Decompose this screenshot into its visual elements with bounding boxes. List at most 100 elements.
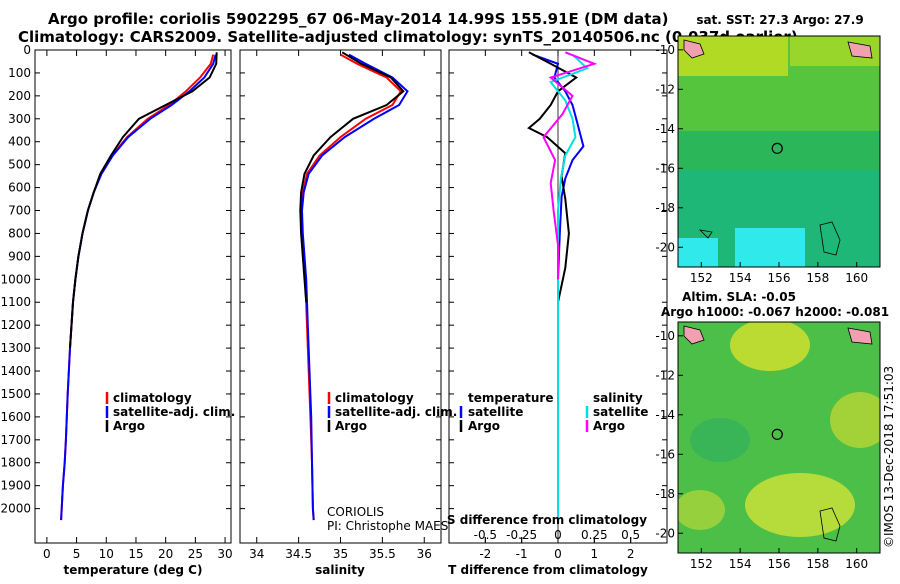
y-tick-label: 600 xyxy=(8,181,31,195)
depth-ticks: 0 100 200 300 400 500 600 700 800 900 1000 1100 1200… xyxy=(0,43,31,516)
map-x-tick-label: 160 xyxy=(845,271,868,285)
sst-map-cold-patch xyxy=(735,228,805,267)
x-tick-label: 34 xyxy=(249,547,264,561)
series-line-argo xyxy=(69,52,218,349)
sla-map-high xyxy=(678,490,725,530)
map-y-tick-label: -16 xyxy=(655,447,675,461)
map-x-tick-label: 156 xyxy=(768,271,791,285)
y-tick-label: 900 xyxy=(8,249,31,263)
sst-map-image xyxy=(678,36,880,267)
salinity-ticks: 34 34.5 35 35.5 36 xyxy=(240,49,441,561)
legend-s-satellite-label: satellite xyxy=(593,405,648,419)
figure-title-line2: Climatology: CARS2009. Satellite-adjuste… xyxy=(18,28,798,46)
legend-satellite-label: satellite-adj. clim. xyxy=(113,405,235,419)
map-y-tick-label: -14 xyxy=(655,122,675,136)
legend-s-argo-label: Argo xyxy=(593,419,625,433)
series-line-salinity-satellite xyxy=(549,53,589,521)
y-tick-label: 1600 xyxy=(0,410,31,424)
salinity-series xyxy=(299,51,409,521)
s-tick-label: 0.5 xyxy=(621,528,640,542)
sst-map-reef xyxy=(698,229,713,239)
y-tick-label: 1200 xyxy=(0,318,31,332)
map-y-tick-label: -10 xyxy=(655,43,675,57)
x-tick-label: 0 xyxy=(43,547,51,561)
x-tick-label: 30 xyxy=(217,547,232,561)
map-x-tick-label: 160 xyxy=(845,557,868,571)
sla-map-marker-group xyxy=(771,428,783,440)
y-tick-label: 1000 xyxy=(0,272,31,286)
map-y-tick-label: -20 xyxy=(655,526,675,540)
difference-legend: temperature satellite Argo salinity sate… xyxy=(459,391,648,433)
map-x-tick-label: 154 xyxy=(729,271,752,285)
sst-map-island xyxy=(847,41,873,59)
map-y-tick-label: -14 xyxy=(655,408,675,422)
profile-location-marker xyxy=(771,428,783,440)
map-x-tick-label: 156 xyxy=(768,557,791,571)
y-tick-label: 100 xyxy=(8,66,31,80)
y-tick-label: 1700 xyxy=(0,433,31,447)
legend-argo-label: Argo xyxy=(335,419,367,433)
x-tick-label: 2 xyxy=(627,547,635,561)
y-tick-label: 700 xyxy=(8,204,31,218)
credit-institution: CORIOLIS xyxy=(327,505,384,519)
figure-title-line1: Argo profile: coriolis 5902295_67 06-May… xyxy=(48,10,668,28)
y-tick-label: 1800 xyxy=(0,456,31,470)
sla-map-high xyxy=(730,322,810,371)
temperature-series xyxy=(60,52,218,521)
x-tick-label: 35.5 xyxy=(369,547,396,561)
map-x-tick-label: 152 xyxy=(690,557,713,571)
legend-t-satellite-label: satellite xyxy=(468,405,523,419)
sla-map-island xyxy=(683,325,705,345)
x-tick-label: -1 xyxy=(516,547,528,561)
y-tick-label: 0 xyxy=(23,43,31,57)
x-tick-label: 25 xyxy=(188,547,203,561)
s-difference-xlabel: S difference from climatology xyxy=(447,513,647,527)
salinity-panel-frame xyxy=(239,49,442,544)
x-tick-label: 35 xyxy=(333,547,348,561)
y-tick-label: 1500 xyxy=(0,387,31,401)
map-x-tick-label: 158 xyxy=(806,271,829,285)
y-tick-label: 1400 xyxy=(0,364,31,378)
map-y-tick-label: -10 xyxy=(655,329,675,343)
sla-map-image xyxy=(678,322,880,553)
x-tick-label: -2 xyxy=(479,547,491,561)
legend-argo-label: Argo xyxy=(113,419,145,433)
credit-pi: PI: Christophe MAES xyxy=(327,519,448,533)
difference-series xyxy=(527,50,598,543)
sla-map-reef xyxy=(819,507,841,542)
legend-t-argo-label: Argo xyxy=(468,419,500,433)
map-x-tick-label: 158 xyxy=(806,557,829,571)
y-tick-label: 800 xyxy=(8,226,31,240)
temperature-ticks: 0 5 10 15 20 25 30 xyxy=(35,49,233,561)
map-y-tick-label: -20 xyxy=(655,240,675,254)
series-line-climatology xyxy=(300,53,403,521)
x-tick-label: 15 xyxy=(128,547,143,561)
salinity-legend: climatology satellite-adj. clim. Argo xyxy=(327,391,457,433)
x-tick-label: 5 xyxy=(73,547,81,561)
y-tick-label: 300 xyxy=(8,112,31,126)
legend-climatology-label: climatology xyxy=(335,391,414,405)
legend-temperature-header: temperature xyxy=(468,391,553,405)
series-line-salinity-argo xyxy=(542,51,598,280)
s-tick-label: -0.5 xyxy=(474,528,497,542)
map-y-tick-label: -18 xyxy=(655,201,675,215)
y-tick-label: 500 xyxy=(8,158,31,172)
sst-map-reef xyxy=(819,221,841,256)
map-y-tick-label: -16 xyxy=(655,161,675,175)
y-tick-label: 1100 xyxy=(0,295,31,309)
profile-location-marker xyxy=(771,142,783,154)
sst-map-island xyxy=(683,39,705,59)
sla-map-island xyxy=(847,327,873,345)
temperature-legend: climatology satellite-adj. clim. Argo xyxy=(105,391,235,433)
s-tick-label: -0.25 xyxy=(506,528,537,542)
temperature-panel-frame xyxy=(34,49,232,544)
sst-map-cold-patch-west xyxy=(678,238,718,267)
x-tick-label: 1 xyxy=(591,547,599,561)
x-tick-label: 10 xyxy=(99,547,114,561)
sst-map-ticks: 152 154 156 158 160 -10 -12 -14 -16 -18 -20 xyxy=(655,43,868,285)
legend-salinity-header: salinity xyxy=(593,391,643,405)
y-tick-label: 400 xyxy=(8,135,31,149)
sst-map-title: sat. SST: 27.3 Argo: 27.9 xyxy=(696,13,863,27)
